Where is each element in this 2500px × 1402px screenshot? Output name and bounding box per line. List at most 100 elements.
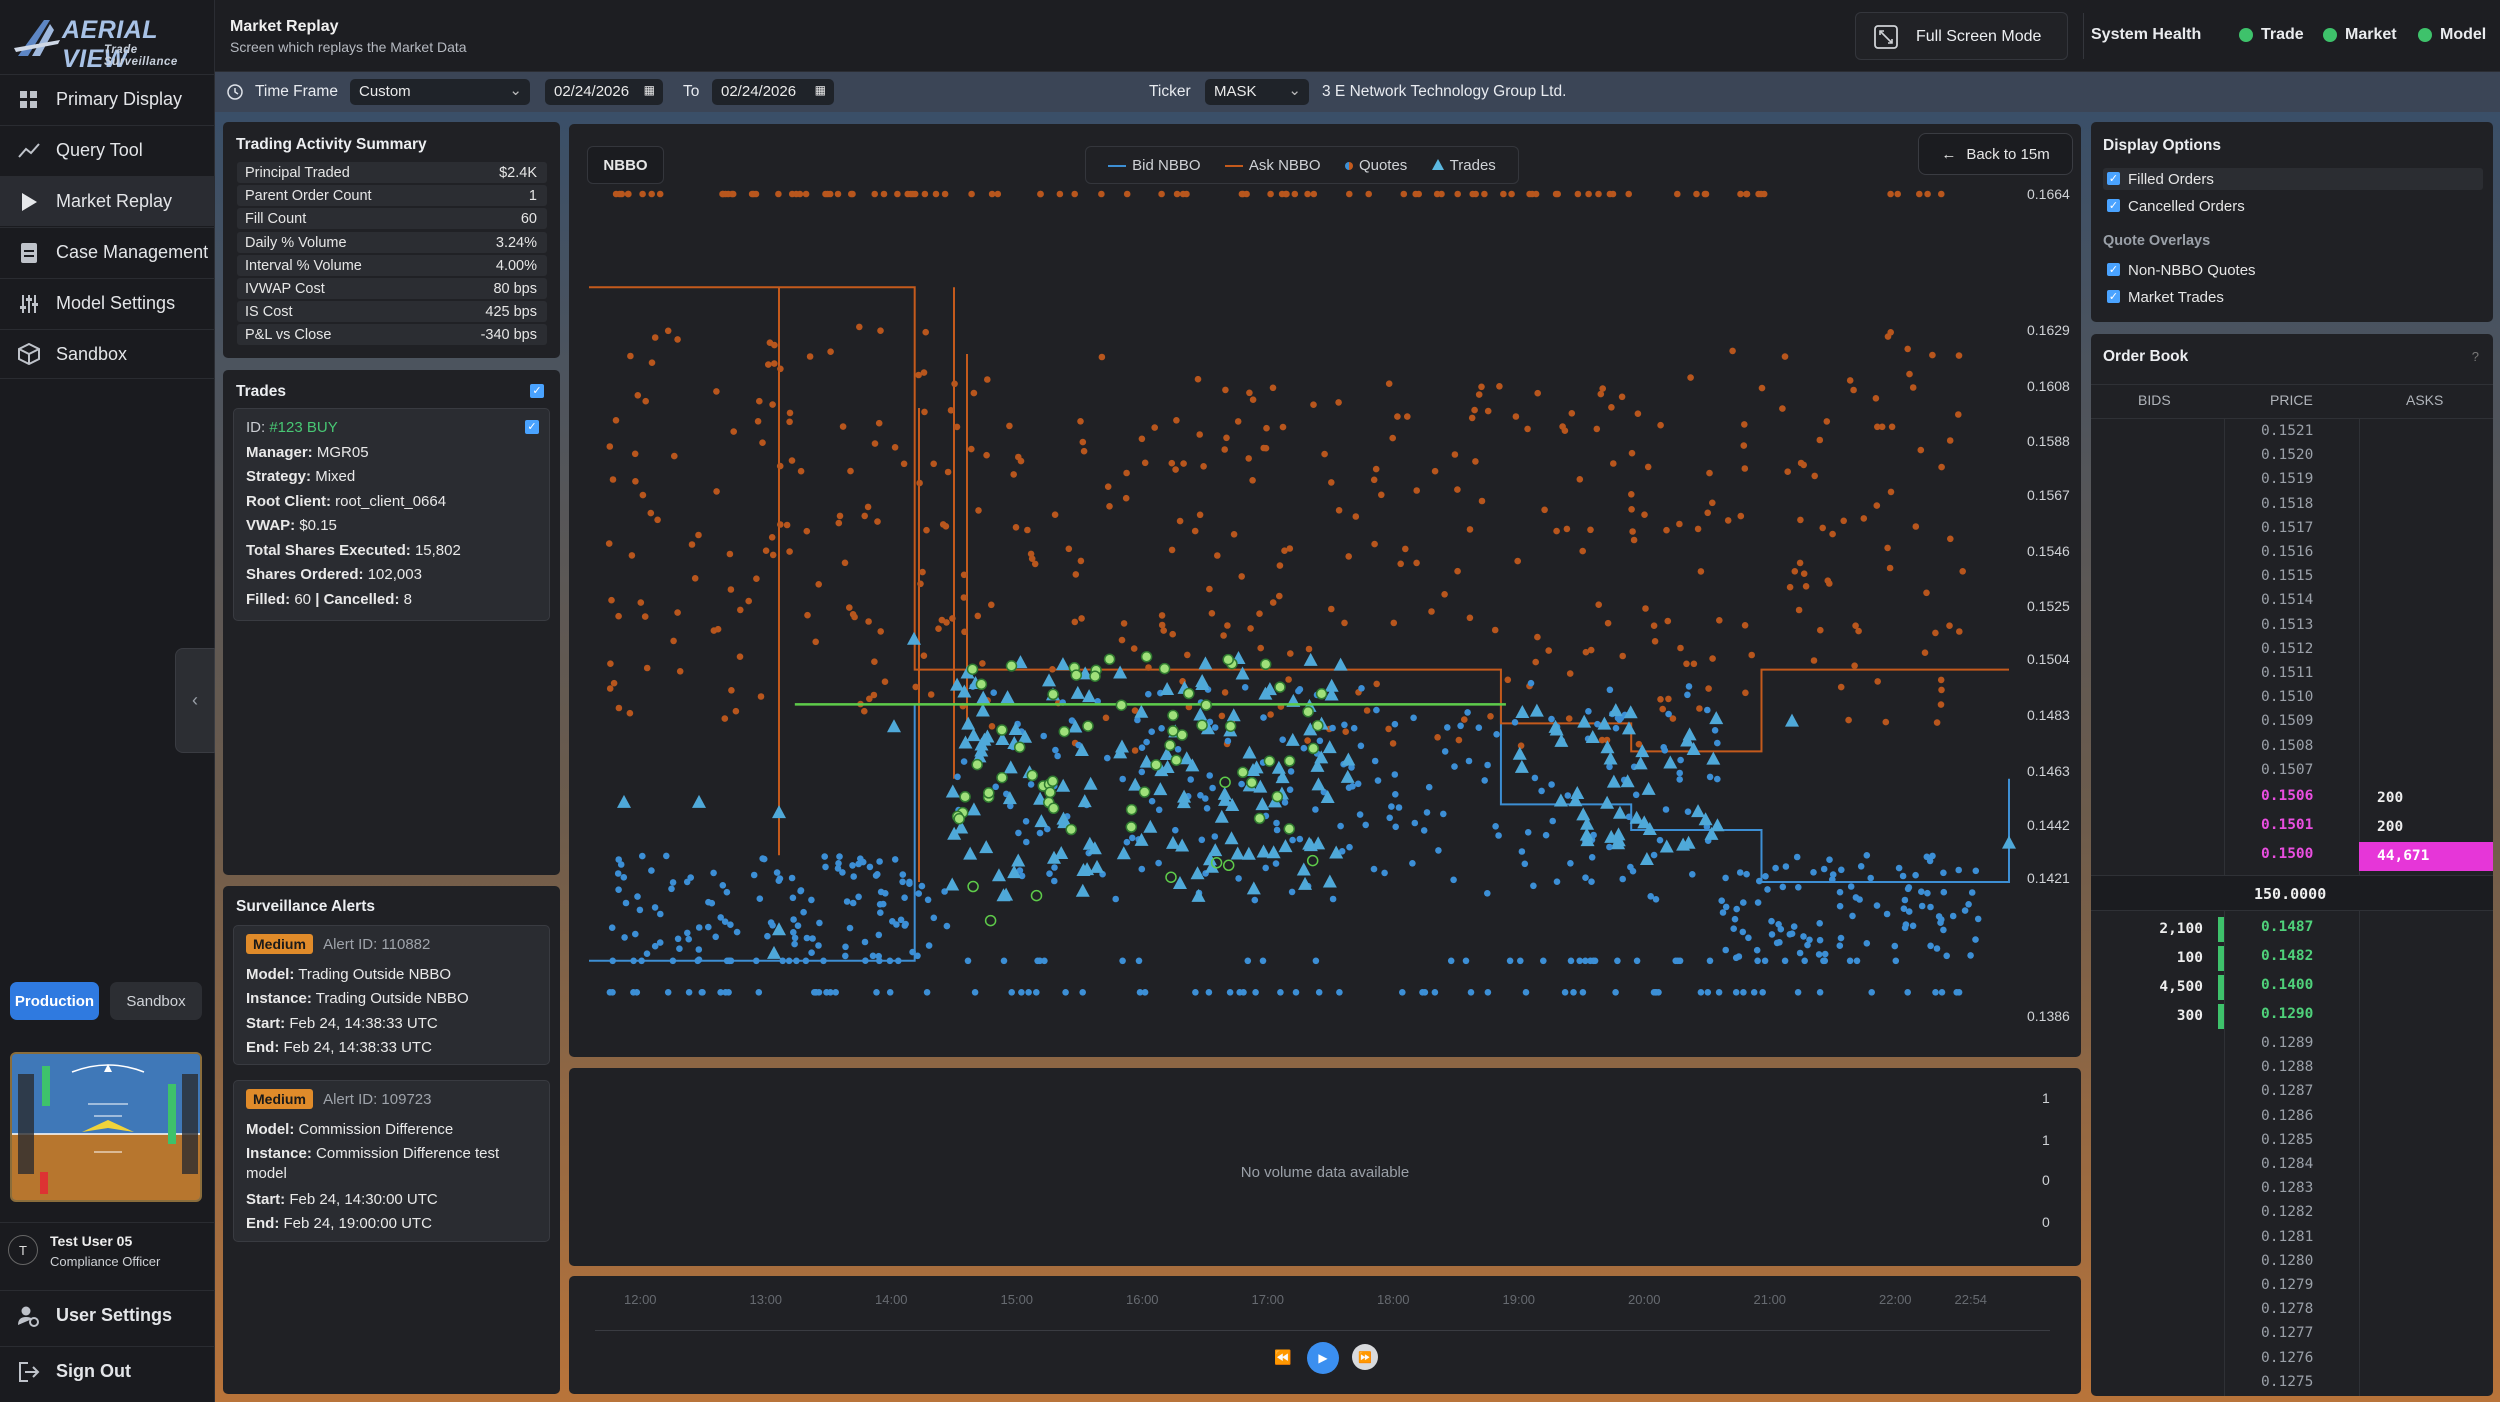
fullscreen-button[interactable]: Full Screen Mode — [1855, 12, 2068, 60]
order-book-row[interactable]: 0.1282 — [2091, 1200, 2493, 1224]
filled-order-dot — [1058, 725, 1071, 738]
sidebar-item-market-replay[interactable]: Market Replay — [0, 176, 215, 226]
sidebar-item-case-management[interactable]: Case Management — [0, 227, 215, 277]
order-book-row[interactable]: 0.1513 — [2091, 613, 2493, 637]
order-book-row[interactable]: 0.1288 — [2091, 1055, 2493, 1079]
order-book-row[interactable]: 0.1281 — [2091, 1225, 2493, 1249]
filled-order-dot — [1274, 681, 1286, 693]
bid-quote-dot — [687, 874, 694, 881]
order-book-row[interactable]: 0.1289 — [2091, 1031, 2493, 1055]
ask-quote-dot — [736, 653, 744, 660]
order-book-row[interactable]: 0.1501 200 — [2091, 813, 2493, 842]
fast-forward-button[interactable]: ⏩ — [1352, 1344, 1378, 1370]
non-nbbo-option[interactable]: ✓ Non-NBBO Quotes — [2103, 259, 2483, 281]
order-book-row[interactable]: 0.1519 — [2091, 467, 2493, 491]
trades-select-all-checkbox[interactable]: ✓ — [530, 384, 544, 398]
market-trades-option[interactable]: ✓ Market Trades — [2103, 286, 2483, 308]
nbbo-toggle-button[interactable]: NBBO — [587, 146, 664, 184]
order-book-row[interactable]: 0.1514 — [2091, 588, 2493, 612]
timeline-track[interactable] — [595, 1330, 2050, 1331]
ticker-select[interactable]: MASK ⌄ — [1205, 79, 1309, 105]
price-chart[interactable]: 0.1664 0.1629 0.1608 0.1588 0.1567 0.1546 0.15… — [569, 124, 2081, 1057]
order-book-row[interactable]: 0.1287 — [2091, 1079, 2493, 1103]
order-book-row[interactable]: 0.1506 200 — [2091, 784, 2493, 813]
market-trades-checkbox[interactable]: ✓ — [2107, 290, 2120, 303]
order-book-row[interactable]: 0.1520 — [2091, 443, 2493, 467]
sidebar-collapse-handle[interactable]: ‹ — [175, 648, 215, 753]
order-book-row[interactable]: 0.1500 44,671 — [2091, 842, 2493, 871]
order-book-row[interactable]: 0.1517 — [2091, 516, 2493, 540]
sign-out-button[interactable]: Sign Out — [0, 1346, 215, 1396]
order-book-row[interactable]: 0.1507 — [2091, 758, 2493, 782]
legend-quotes[interactable]: Quotes — [1344, 157, 1407, 174]
trade-triangle — [945, 877, 960, 891]
order-book-row[interactable]: 0.1286 — [2091, 1104, 2493, 1128]
play-button[interactable]: ▶ — [1307, 1342, 1339, 1374]
bid-quote-dot — [1148, 728, 1155, 735]
order-book-row[interactable]: 0.1516 — [2091, 540, 2493, 564]
date-from-input[interactable]: 02/24/2026 ▦ — [545, 79, 663, 105]
order-book-row[interactable]: 0.1277 — [2091, 1321, 2493, 1345]
cancelled-orders-option[interactable]: ✓ Cancelled Orders — [2103, 195, 2483, 217]
production-env-button[interactable]: Production — [10, 982, 99, 1020]
date-to-input[interactable]: 02/24/2026 ▦ — [712, 79, 834, 105]
filled-orders-checkbox[interactable]: ✓ — [2107, 172, 2120, 185]
sidebar-item-primary-display[interactable]: Primary Display — [0, 74, 215, 124]
order-book-row[interactable]: 0.1510 — [2091, 685, 2493, 709]
order-book-row[interactable]: 0.1280 — [2091, 1249, 2493, 1273]
bid-quote-dot — [1370, 865, 1378, 873]
bid-quote-dot — [1034, 957, 1041, 965]
order-book-row[interactable]: 0.1511 — [2091, 661, 2493, 685]
user-profile[interactable]: T Test User 05 Compliance Officer — [0, 1222, 215, 1278]
sidebar-item-model-settings[interactable]: Model Settings — [0, 278, 215, 328]
order-book-row[interactable]: 0.1515 — [2091, 564, 2493, 588]
order-book-row[interactable]: 0.1278 — [2091, 1297, 2493, 1321]
order-book-row[interactable]: 0.1284 — [2091, 1152, 2493, 1176]
alert-card[interactable]: Medium Alert ID: 109723 Model: Commissio… — [233, 1080, 550, 1242]
non-nbbo-checkbox[interactable]: ✓ — [2107, 263, 2120, 276]
order-book-row[interactable]: 0.1400 4,500 — [2091, 973, 2493, 1002]
order-book-row[interactable]: 0.1512 — [2091, 637, 2493, 661]
order-book-row[interactable]: 0.1508 — [2091, 734, 2493, 758]
sidebar-item-sandbox[interactable]: Sandbox — [0, 329, 215, 379]
bid-size: 4,500 — [2159, 979, 2203, 995]
timeframe-select[interactable]: Custom ⌄ — [350, 79, 530, 105]
trade-triangle — [1604, 829, 1619, 843]
back-to-15m-button[interactable]: ← Back to 15m — [1918, 133, 2073, 175]
trade-triangle — [1185, 758, 1200, 772]
alert-card[interactable]: Medium Alert ID: 110882 Model: Trading O… — [233, 925, 550, 1065]
legend-bid-nbbo[interactable]: Bid NBBO — [1108, 157, 1201, 174]
order-book-row[interactable]: 0.1518 — [2091, 492, 2493, 516]
cancelled-orders-checkbox[interactable]: ✓ — [2107, 199, 2120, 212]
order-book-row[interactable]: 0.1521 — [2091, 419, 2493, 443]
order-book-row[interactable]: 0.1285 — [2091, 1128, 2493, 1152]
model-label: Model: — [246, 966, 295, 983]
trade-checkbox[interactable]: ✓ — [525, 420, 539, 434]
trade-card[interactable]: ✓ ID: #123 BUY Manager: MGR05 Strategy: … — [233, 408, 550, 621]
order-book-row[interactable]: 0.1276 — [2091, 1346, 2493, 1370]
legend-ask-nbbo[interactable]: Ask NBBO — [1224, 157, 1321, 174]
order-book-row[interactable]: 0.1487 2,100 — [2091, 915, 2493, 944]
severity-badge: Medium — [246, 1089, 313, 1109]
order-book-row[interactable]: 0.1290 300 — [2091, 1002, 2493, 1031]
order-book-row[interactable]: 0.1275 — [2091, 1370, 2493, 1394]
sandbox-env-button[interactable]: Sandbox — [110, 982, 202, 1020]
rewind-button[interactable]: ⏪ — [1274, 1349, 1292, 1365]
help-icon[interactable]: ? — [2471, 349, 2479, 364]
ask-quote-dot — [1269, 384, 1277, 392]
bid-quote-dot — [756, 895, 764, 902]
order-book-row[interactable]: 0.1482 100 — [2091, 944, 2493, 973]
bid-quote-dot — [872, 872, 880, 879]
ask-quote-dot — [1267, 711, 1274, 718]
ask-quote-dot — [1342, 728, 1349, 735]
order-book-row[interactable]: 0.1279 — [2091, 1273, 2493, 1297]
order-book-row[interactable]: 0.1283 — [2091, 1176, 2493, 1200]
filled-orders-option[interactable]: ✓ Filled Orders — [2103, 168, 2483, 190]
strategy-label: Strategy: — [246, 468, 312, 485]
order-book-row[interactable]: 0.1509 — [2091, 709, 2493, 733]
ask-quote-dot — [1795, 606, 1803, 614]
sidebar-item-query-tool[interactable]: Query Tool — [0, 125, 215, 175]
legend-trades[interactable]: Trades — [1431, 157, 1496, 174]
user-settings-button[interactable]: User Settings — [0, 1290, 215, 1340]
bid-quote-dot — [1697, 989, 1705, 996]
